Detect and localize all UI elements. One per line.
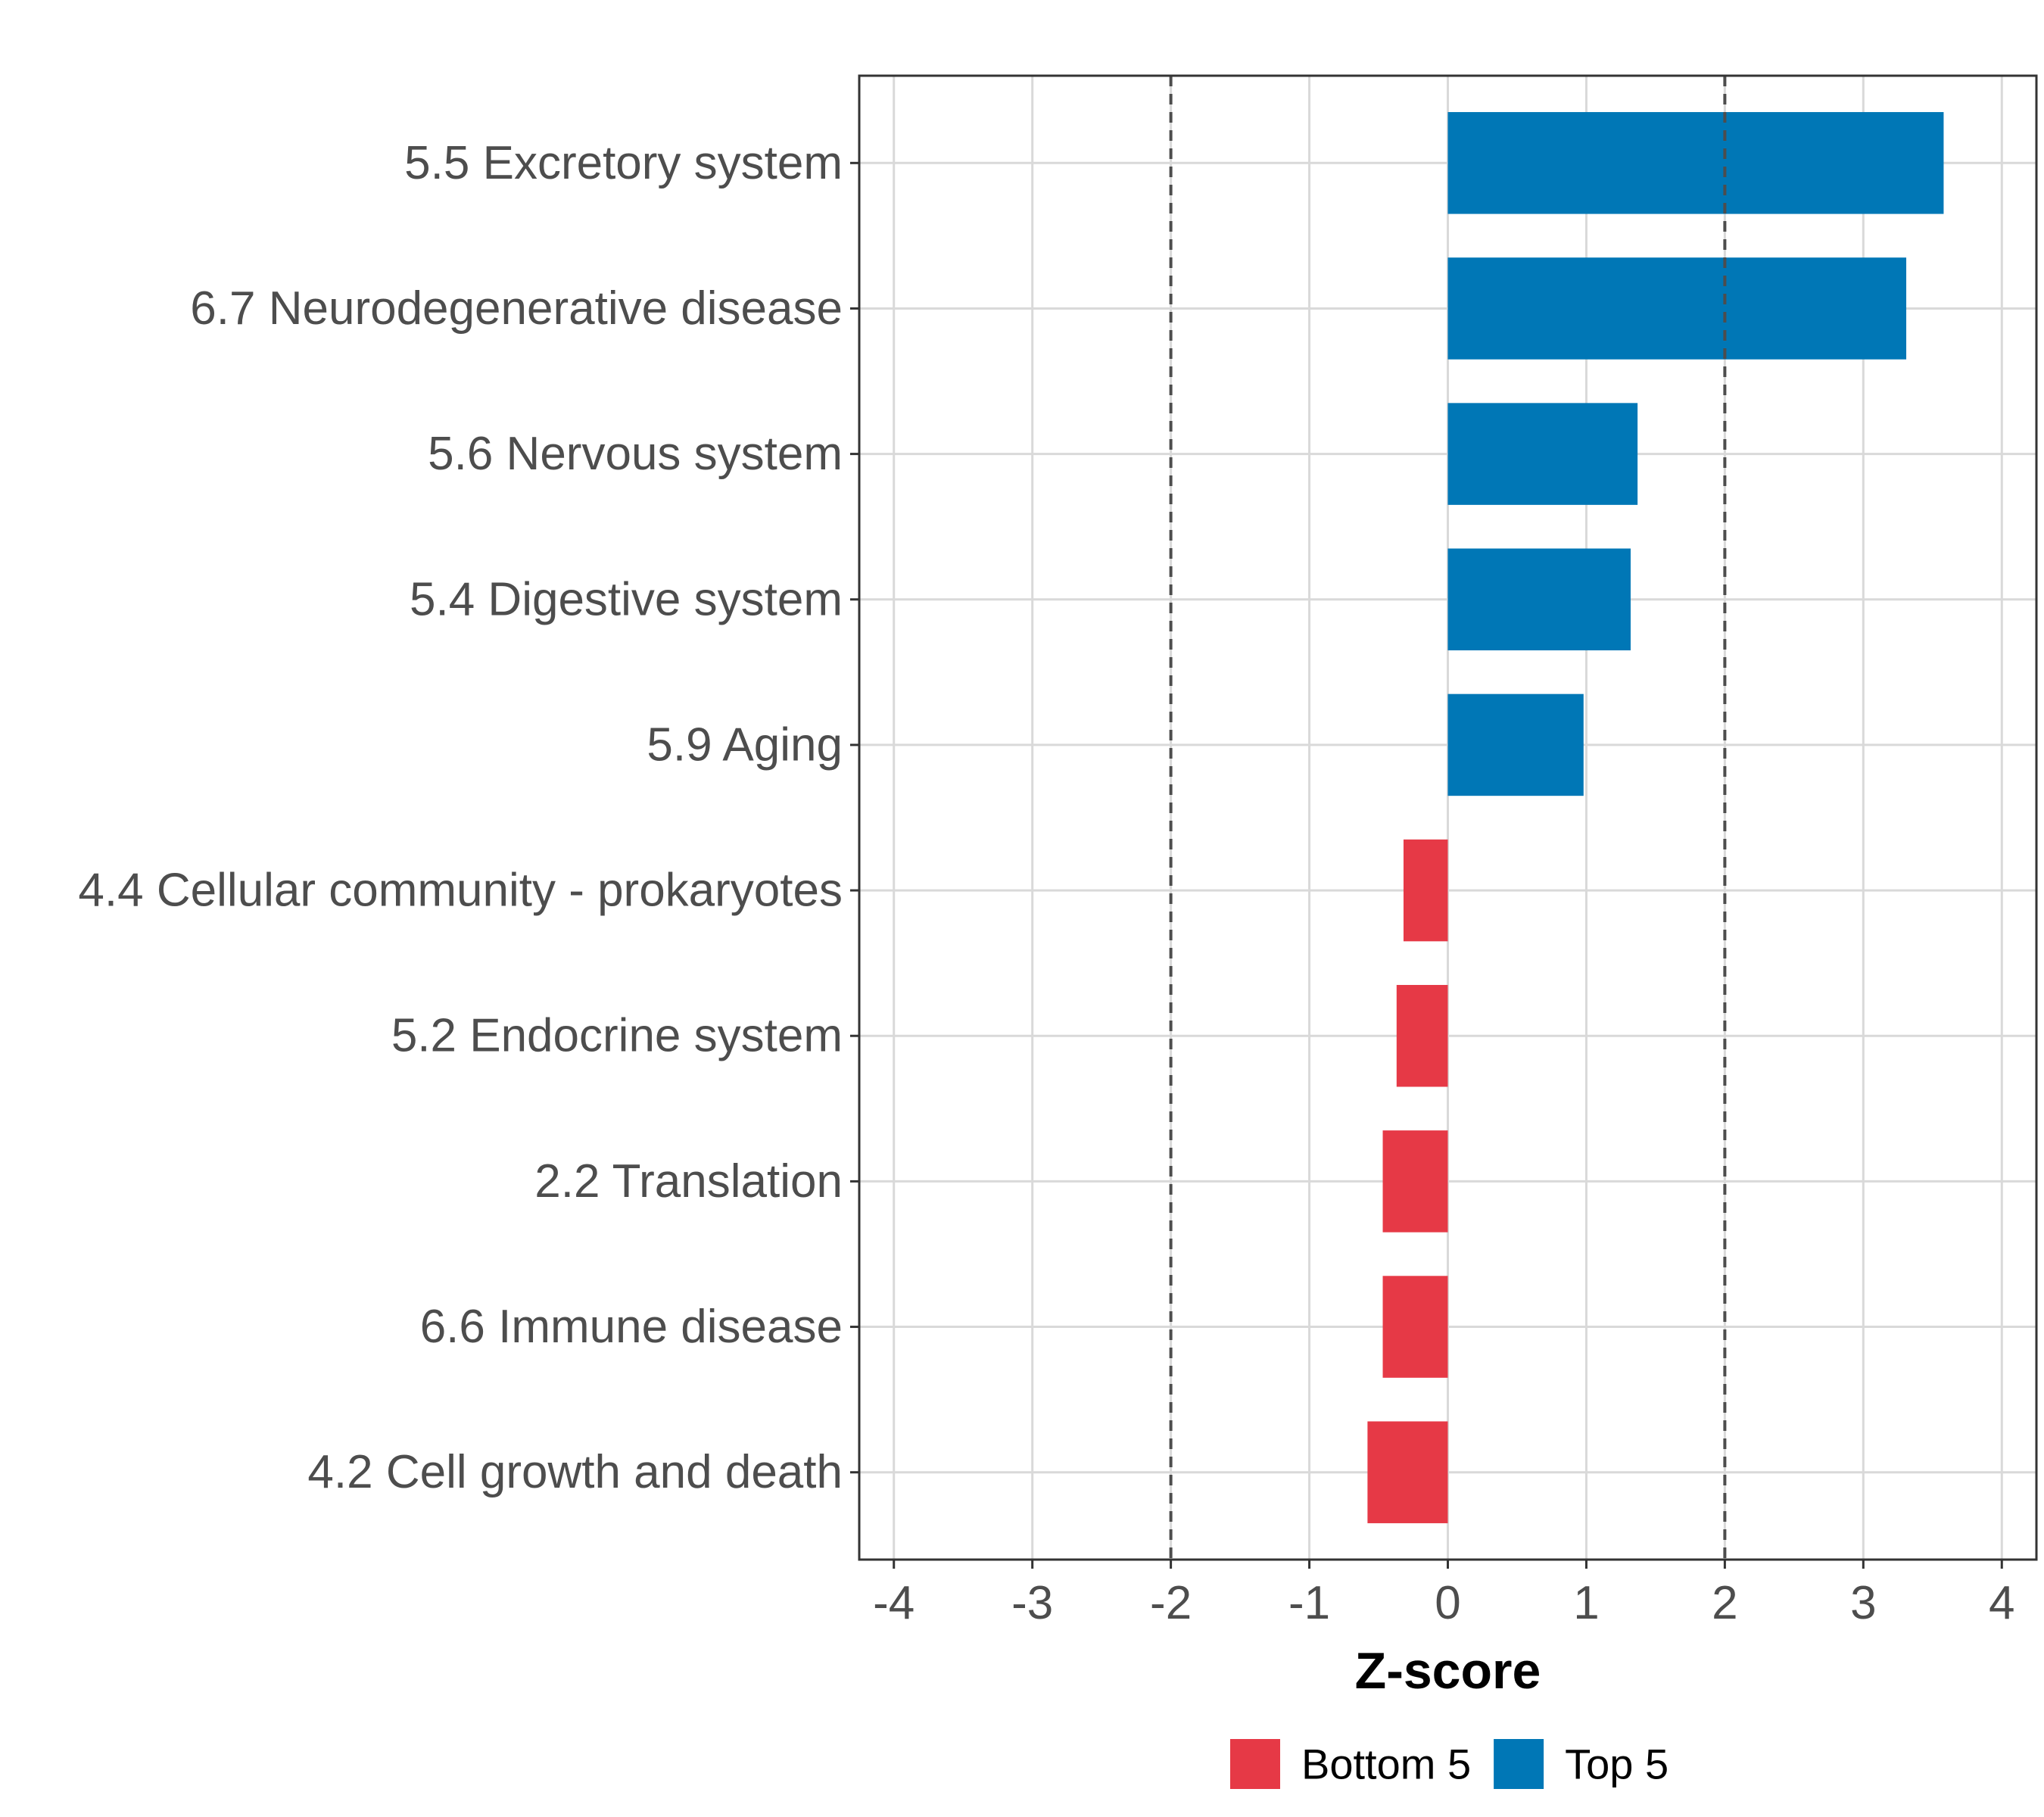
y-tick-label: 5.9 Aging — [647, 718, 843, 771]
bar — [1403, 839, 1448, 942]
x-tick-label: -3 — [1011, 1577, 1053, 1629]
legend: Bottom 5 Top 5 — [1230, 1739, 1669, 1789]
y-tick-label: 5.4 Digestive system — [410, 573, 843, 625]
bar — [1382, 1276, 1448, 1378]
y-tick-label: 2.2 Translation — [534, 1155, 843, 1208]
legend-key — [1230, 1739, 1280, 1789]
x-axis-title: Z-score — [1355, 1642, 1541, 1700]
bar — [1447, 693, 1584, 796]
legend-label: Bottom 5 — [1301, 1741, 1471, 1788]
x-axis: -4 -3 -2 -1 0 1 2 3 4 — [873, 1560, 2015, 1629]
x-tick-label: -2 — [1150, 1577, 1192, 1629]
legend-key — [1494, 1739, 1544, 1789]
x-tick-label: -1 — [1288, 1577, 1330, 1629]
bar — [1382, 1130, 1448, 1233]
reference-lines — [1169, 76, 1727, 1560]
bar — [1447, 112, 1944, 214]
x-tick-label: 3 — [1850, 1577, 1876, 1629]
y-tick-label: 6.7 Neurodegenerative disease — [190, 282, 843, 335]
x-tick-label: 0 — [1435, 1577, 1460, 1629]
bar — [1367, 1421, 1448, 1523]
x-tick-label: -4 — [873, 1577, 915, 1629]
bars — [1367, 112, 1944, 1523]
x-tick-label: 4 — [1989, 1577, 2014, 1629]
y-tick-label: 6.6 Immune disease — [420, 1301, 843, 1353]
bar — [1396, 984, 1448, 1087]
bar — [1447, 548, 1631, 651]
y-tick-label: 5.2 Endocrine system — [391, 1010, 843, 1062]
legend-label: Top 5 — [1565, 1741, 1669, 1788]
x-tick-label: 2 — [1712, 1577, 1737, 1629]
y-axis: 5.5 Excretory system 6.7 Neurodegenerativ… — [78, 137, 859, 1498]
y-tick-label: 4.2 Cell growth and death — [307, 1446, 843, 1498]
y-tick-label: 5.6 Nervous system — [428, 428, 843, 480]
bar — [1447, 257, 1907, 360]
y-tick-label: 5.5 Excretory system — [404, 137, 843, 189]
bar — [1447, 403, 1638, 505]
y-tick-label: 4.4 Cellular community - prokaryotes — [78, 865, 843, 917]
x-tick-label: 1 — [1573, 1577, 1599, 1629]
